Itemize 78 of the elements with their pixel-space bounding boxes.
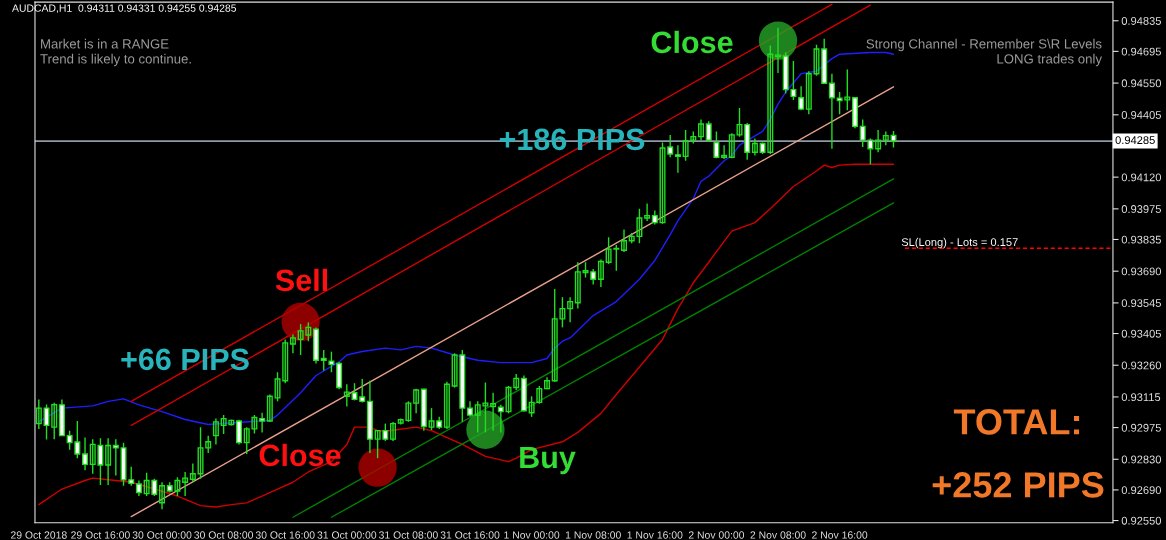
candlestick [751, 137, 758, 157]
x-tick-label: 2 Nov 08:00 [750, 531, 806, 539]
candlestick [621, 228, 628, 253]
y-tick-label: 0.94120 [1121, 173, 1162, 182]
annotation: TOTAL: [953, 409, 1080, 435]
annotation: Trend is likely to continue. [40, 53, 191, 67]
candlestick [390, 421, 397, 442]
candlestick [775, 27, 782, 74]
candlestick [289, 333, 296, 354]
candlestick [544, 376, 551, 390]
candlestick [443, 381, 450, 430]
candlestick [574, 261, 581, 310]
candlestick [212, 417, 219, 446]
chart-title: AUDCAD,H1 0.94311 0.94331 0.94255 0.94285 [12, 4, 237, 14]
x-tick-label: 30 Oct 08:00 [194, 531, 254, 539]
annotation: LONG trades only [997, 53, 1102, 67]
y-tick-label: 0.94695 [1121, 47, 1161, 56]
y-tick-label: 0.92830 [1121, 455, 1162, 464]
candlestick [674, 144, 681, 174]
candlestick [597, 258, 604, 288]
candlestick [698, 118, 705, 141]
line-series [38, 163, 895, 508]
candlestick [728, 132, 735, 160]
y-tick-label: 0.93835 [1121, 235, 1161, 244]
candlestick [413, 387, 420, 415]
x-tick-label: 31 Oct 16:00 [440, 531, 500, 539]
y-tick-label: 0.93115 [1121, 393, 1161, 402]
y-tick-label: 0.92975 [1121, 423, 1161, 432]
x-tick-label: 30 Oct 00:00 [132, 531, 192, 539]
point [358, 448, 397, 487]
candlestick [182, 471, 189, 497]
y-tick-label: 0.93260 [1121, 361, 1162, 370]
annotation: Sell [275, 268, 328, 292]
candlestick [266, 393, 273, 423]
candlestick [497, 404, 504, 434]
candlestick [112, 438, 119, 477]
ref-line-label: 0.94285 [1115, 136, 1155, 145]
candlestick [343, 383, 350, 408]
y-tick-label: 0.94405 [1121, 111, 1161, 119]
candlestick [828, 72, 835, 150]
y-tick-label: 0.93975 [1121, 205, 1161, 213]
candlestick [705, 120, 712, 143]
y-tick-label: 0.92690 [1121, 486, 1162, 495]
candlestick [713, 130, 720, 160]
candlestick [236, 419, 243, 446]
annotation: +252 PIPS [932, 472, 1104, 498]
y-tick-label: 0.92550 [1121, 516, 1162, 525]
x-tick-label: 1 Nov 00:00 [504, 531, 560, 539]
x-tick-label: 2 Nov 00:00 [688, 531, 745, 539]
candlestick [644, 202, 651, 222]
candlestick [35, 398, 42, 430]
candlestick [567, 296, 574, 324]
y-tick-label: 0.94835 [1121, 17, 1161, 25]
candlestick [875, 129, 882, 153]
annotation: Close [651, 30, 733, 54]
x-tick-label: 29 Oct 2018 [10, 531, 67, 539]
y-tick-label: 0.93405 [1121, 329, 1161, 338]
y-tick-label: 0.93545 [1121, 299, 1161, 308]
candlestick [159, 481, 166, 510]
x-tick-label: 1 Nov 08:00 [565, 531, 621, 539]
candlestick [82, 436, 89, 471]
candlestick [105, 437, 112, 486]
y-tick-label: 0.94550 [1121, 79, 1162, 88]
annotation: Strong Channel - Remember S\R Levels [866, 38, 1102, 52]
x-tick-label: 2 Nov 16:00 [812, 531, 868, 539]
candlestick [798, 85, 805, 111]
candlestick [805, 70, 812, 116]
y-tick-label: 0.93690 [1121, 267, 1162, 276]
x-tick-label: 1 Nov 16:00 [627, 531, 683, 539]
x-tick-label: 31 Oct 08:00 [378, 531, 438, 539]
x-tick-label: 30 Oct 16:00 [255, 531, 315, 539]
candlestick [259, 412, 266, 434]
annotation: SL(Long) - Lots = 0.157 [901, 237, 1018, 249]
annotation: Market is in a RANGE [41, 38, 169, 49]
annotation: Buy [520, 446, 576, 475]
x-tick-label: 29 Oct 16:00 [71, 531, 130, 539]
x-tick-label: 31 Oct 00:00 [317, 531, 377, 539]
candlestick [189, 462, 196, 483]
